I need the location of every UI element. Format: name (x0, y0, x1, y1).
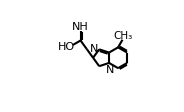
Text: CH₃: CH₃ (114, 31, 133, 41)
Text: HO: HO (58, 41, 75, 51)
Text: N: N (106, 65, 114, 74)
Text: N: N (90, 44, 98, 54)
Text: NH: NH (72, 21, 88, 31)
